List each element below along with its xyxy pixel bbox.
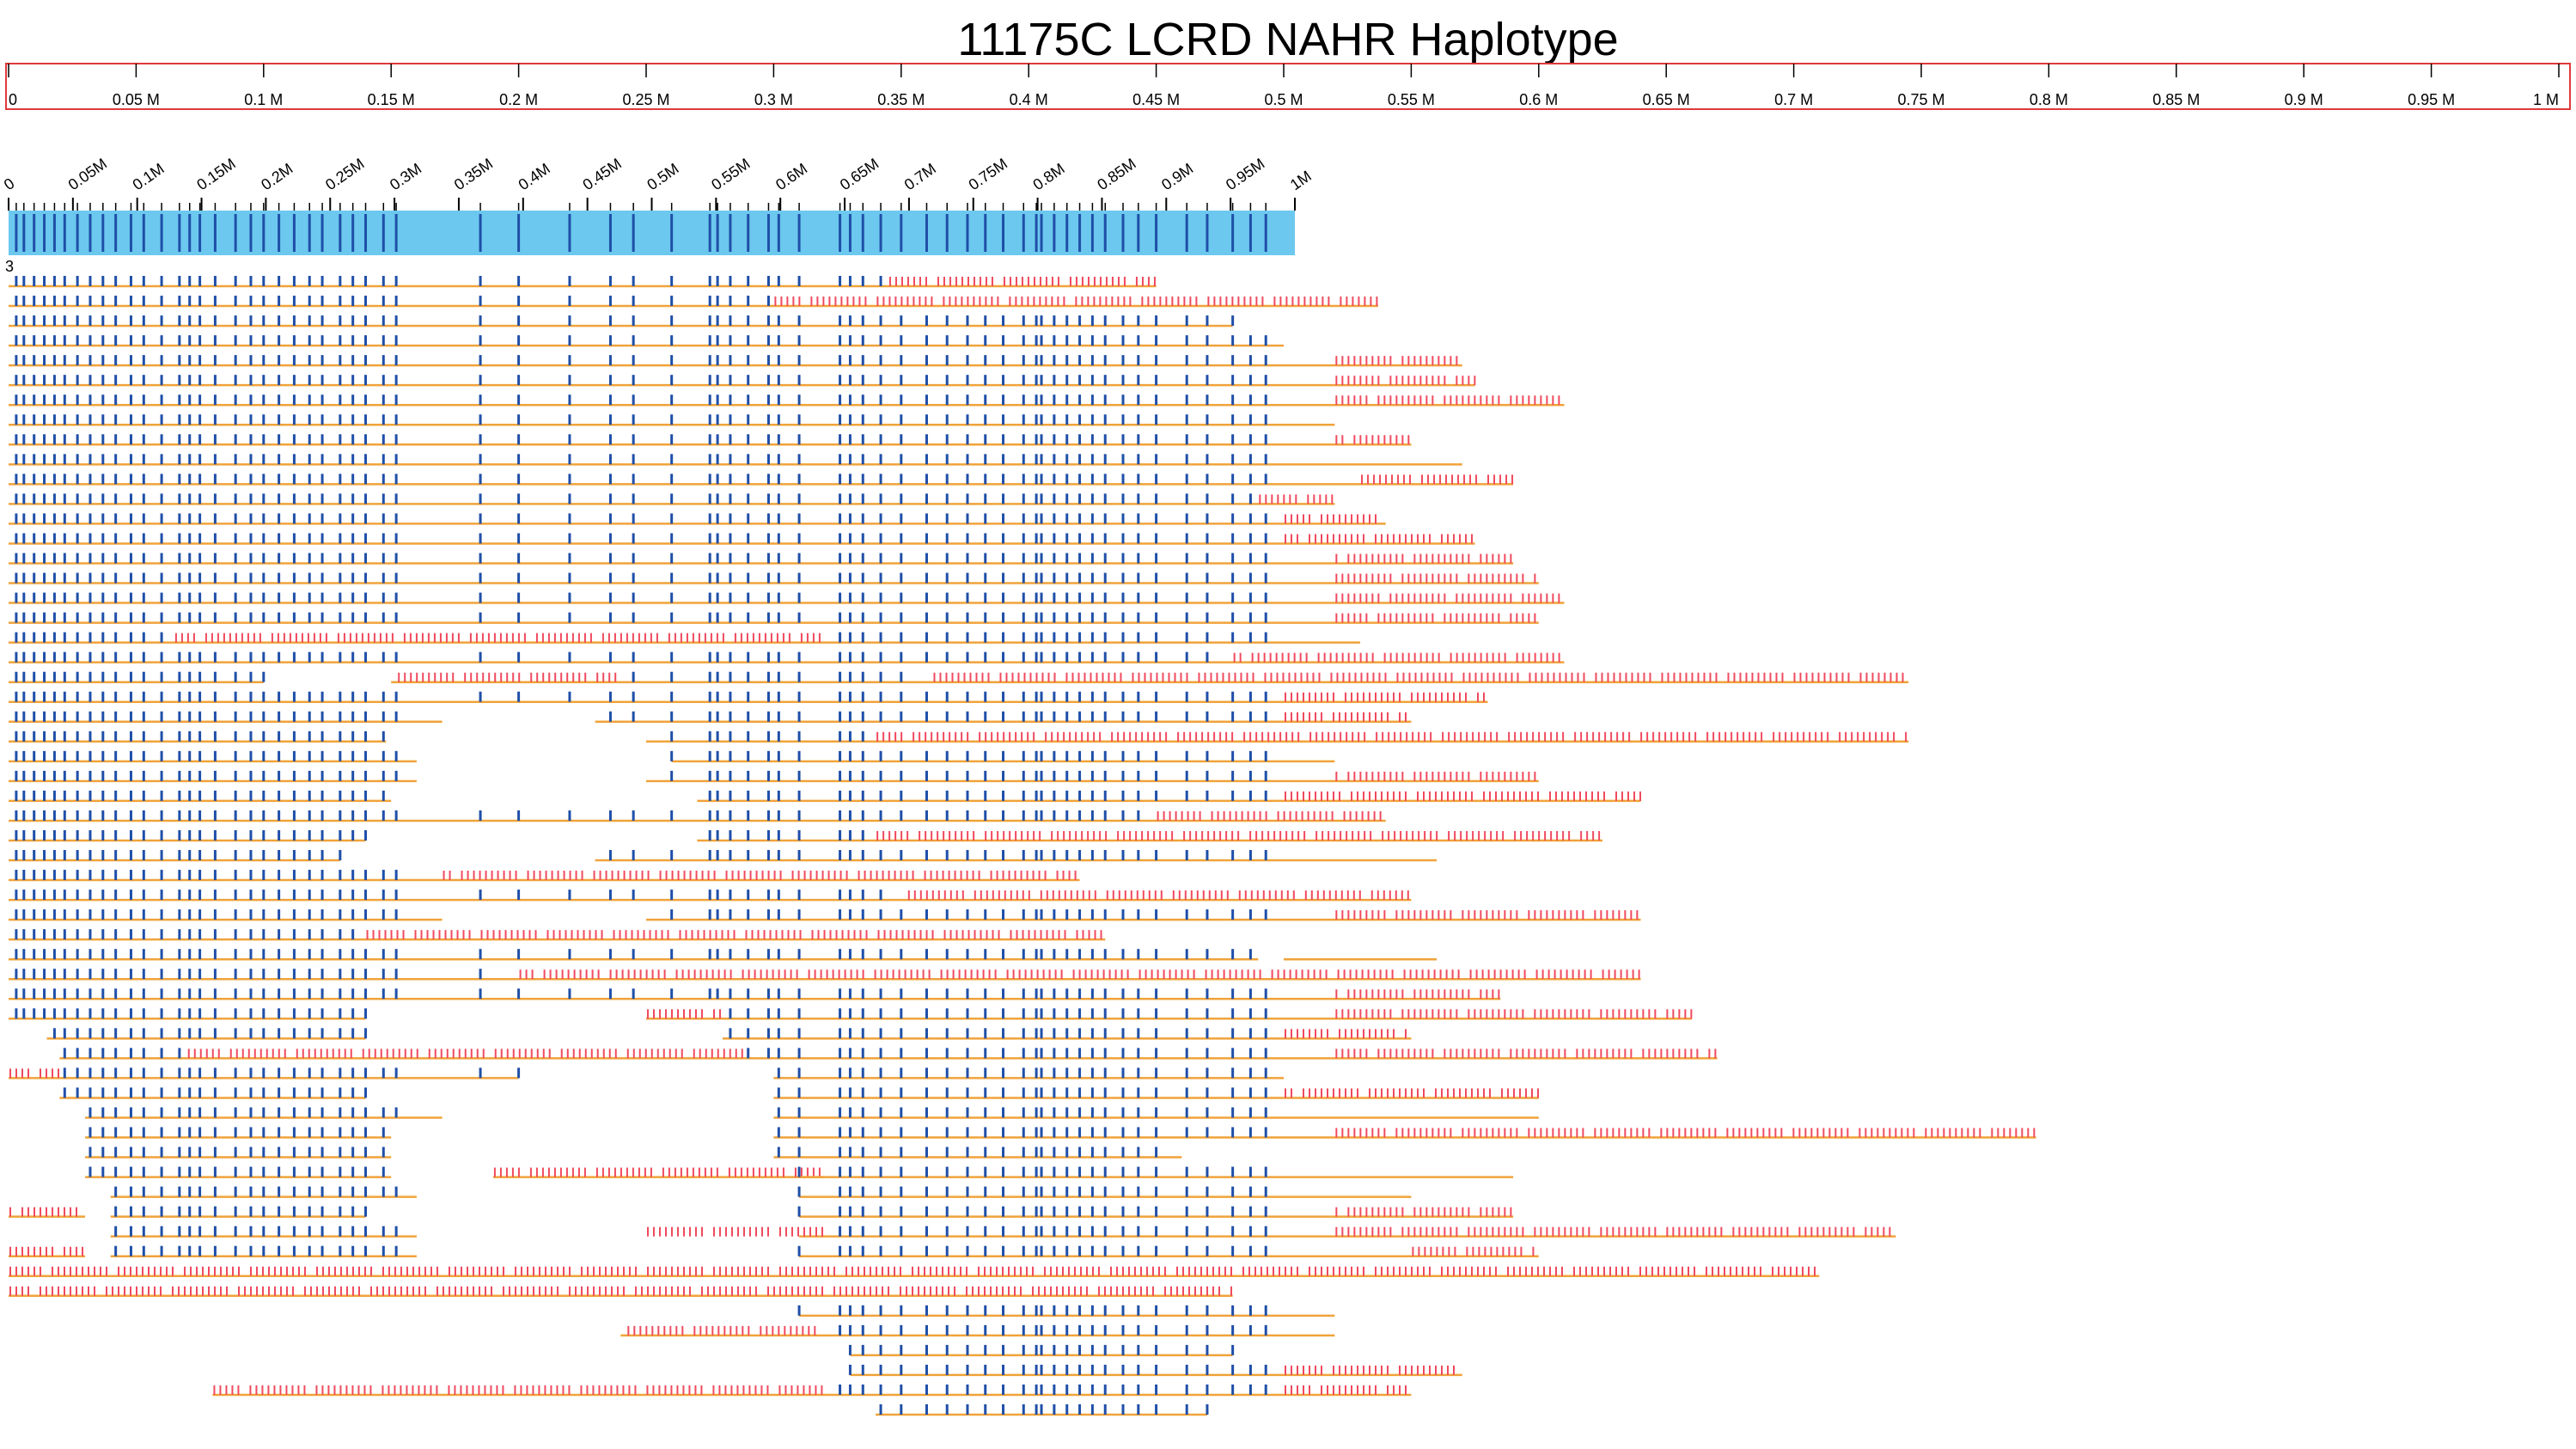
mismatch-range [1335, 376, 1476, 386]
ref-tick-label: 0.6M [772, 160, 810, 193]
x-tick-label: 0.6 M [1519, 91, 1558, 108]
x-tick-label: 0.1 M [244, 91, 283, 108]
mismatch-range [366, 930, 1102, 940]
ref-tick-label: 0.5M [644, 160, 681, 193]
ref-tick-label: 0.95M [1223, 155, 1267, 193]
mismatch-range [1285, 692, 1485, 702]
mismatch-range [1157, 810, 1382, 821]
mismatch-range [174, 633, 821, 643]
ref-tick-label: 0.85M [1094, 155, 1138, 193]
ref-tick-label: 0.35M [451, 155, 496, 193]
mismatch-range [1285, 712, 1407, 722]
mismatch-range [519, 969, 1640, 980]
ref-tick-label: 0.15M [193, 155, 238, 193]
x-tick-label: 0.7 M [1774, 91, 1813, 108]
ruler-box [5, 63, 2571, 110]
x-tick-label: 0.85 M [2152, 91, 2200, 108]
mismatch-range [1335, 356, 1458, 366]
mismatch-range [1335, 573, 1536, 584]
mismatch-range [647, 1009, 721, 1019]
x-tick-label: 0.45 M [1132, 91, 1180, 108]
mismatch-range [1285, 1029, 1407, 1039]
ref-tick-label: 0.7M [901, 160, 939, 193]
track-label: 3 [5, 258, 14, 275]
mismatch-range [1335, 613, 1536, 623]
mismatch-range [1335, 1128, 2036, 1138]
x-tick-label: 0.05 M [113, 91, 160, 108]
x-tick-label: 0.2 M [499, 91, 538, 108]
mismatch-range [1259, 494, 1334, 504]
x-tick-label: 0.15 M [368, 91, 415, 108]
mismatch-range [907, 890, 1409, 901]
mismatch-range [1361, 474, 1514, 485]
x-tick-label: 0.65 M [1643, 91, 1690, 108]
mismatch-range [9, 1068, 59, 1079]
ref-tick-label: 0.3M [387, 160, 424, 193]
mismatch-range [1285, 791, 1641, 801]
x-tick-label: 0.95 M [2408, 91, 2455, 108]
mismatch-range [443, 871, 1077, 881]
x-tick-label: 0.9 M [2285, 91, 2323, 108]
mismatch-range [1335, 553, 1512, 564]
mismatch-range [876, 830, 1601, 841]
mismatch-range [1335, 593, 1560, 603]
reference-bar [9, 211, 1295, 255]
mismatch-range [1335, 1009, 1693, 1019]
mismatch-range [1285, 514, 1377, 524]
x-tick-label: 0.5 M [1264, 91, 1303, 108]
mismatch-range [888, 277, 1156, 286]
ref-tick-label: 0.55M [708, 155, 753, 193]
x-tick-label: 1 M [2533, 91, 2559, 108]
x-tick-label: 0.3 M [754, 91, 793, 108]
mismatch-range [1285, 534, 1473, 544]
ref-tick-label: 0.05M [65, 155, 110, 193]
mismatch-range [876, 731, 1908, 742]
x-tick-label: 0.8 M [2030, 91, 2068, 108]
mismatch-range [1335, 989, 1500, 1000]
x-tick-label: 0.25 M [622, 91, 669, 108]
ref-tick-label: 0.25M [322, 155, 367, 193]
mismatch-range [774, 297, 1378, 307]
ref-tick-label: 0.4M [516, 160, 553, 193]
mismatch-range [1335, 395, 1560, 406]
x-tick-label: 0.75 M [1897, 91, 1944, 108]
ref-tick-label: 0.45M [579, 155, 624, 193]
mismatch-range [1335, 771, 1536, 781]
mismatch-range [398, 672, 617, 682]
x-tick-label: 0.35 M [877, 91, 925, 108]
mismatch-range [1285, 1088, 1539, 1098]
mismatch-range [1335, 910, 1639, 920]
ref-tick-label: 1M [1287, 168, 1315, 194]
mismatch-range [1335, 1049, 1717, 1059]
ref-tick-label: 0.65M [837, 155, 882, 193]
chart-title: 11175C LCRD NAHR Haplotype [957, 14, 1618, 65]
x-tick-label: 0 [9, 91, 17, 108]
x-tick-label: 0.4 M [1010, 91, 1048, 108]
ref-tick-label: 0.8M [1029, 160, 1067, 193]
ref-tick-label: 0.75M [966, 155, 1010, 193]
mismatch-range [1233, 652, 1560, 663]
mismatch-range [187, 1049, 743, 1059]
x-tick-label: 0.55 M [1388, 91, 1435, 108]
ref-tick-label: 0.2M [258, 160, 296, 193]
ref-tick-label: 0.1M [130, 160, 168, 193]
ref-tick-label: 0 [1, 174, 18, 193]
mismatch-range [933, 672, 1904, 682]
mismatch-range [1335, 435, 1410, 445]
ref-tick-label: 0.9M [1158, 160, 1196, 193]
